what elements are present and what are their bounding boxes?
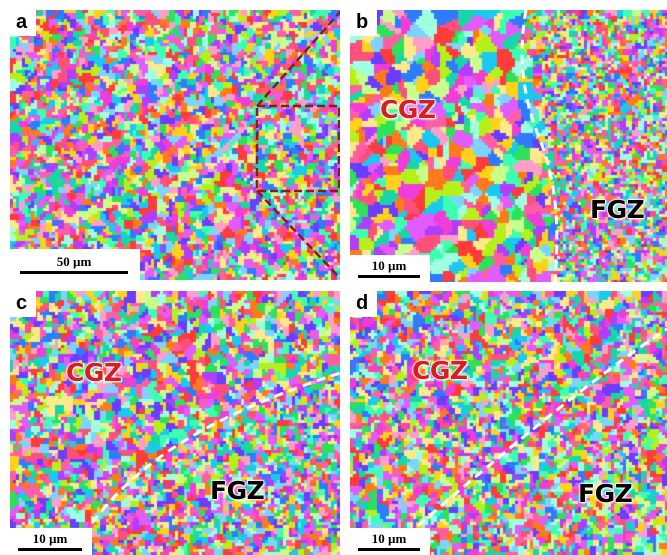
scale-bar-text: 10 µm — [32, 531, 68, 546]
fgz-label: FGZ — [577, 479, 633, 508]
scale-bar-line — [358, 548, 420, 551]
cgz-label: CGZ — [411, 356, 468, 385]
fgz-label: FGZ — [589, 195, 645, 224]
cgz-label: CGZ — [379, 95, 436, 124]
fgz-label: FGZ — [209, 476, 265, 505]
grain-orientation-map — [10, 10, 340, 280]
panel-label-d: d — [350, 291, 378, 317]
scale-bar-line — [358, 275, 420, 278]
scale-bar-line — [18, 548, 82, 551]
ebsd-map-panel-a: a 50 µm — [10, 10, 340, 280]
panel-label-b: b — [350, 10, 378, 36]
scale-bar-line — [20, 271, 128, 274]
grain-orientation-map — [10, 291, 340, 555]
scale-bar-text: 10 µm — [371, 258, 407, 273]
panel-label-c: c — [10, 291, 37, 317]
grain-orientation-map — [350, 10, 667, 282]
panel-label-a: a — [10, 10, 37, 36]
ebsd-map-panel-b: b CGZ FGZ 10 µm — [350, 10, 667, 282]
ebsd-map-panel-d: d CGZ FGZ 10 µm — [350, 291, 667, 555]
scale-bar-b: 10 µm — [350, 255, 430, 282]
scale-bar-d: 10 µm — [350, 528, 430, 555]
scale-bar-text: 50 µm — [56, 254, 92, 269]
cgz-label: CGZ — [65, 358, 122, 387]
scale-bar-text: 10 µm — [371, 531, 407, 546]
scale-bar-c: 10 µm — [10, 528, 92, 555]
ebsd-map-panel-c: c CGZ FGZ 10 µm — [10, 291, 340, 555]
scale-bar-a: 50 µm — [10, 249, 140, 280]
grain-orientation-map — [350, 291, 667, 555]
